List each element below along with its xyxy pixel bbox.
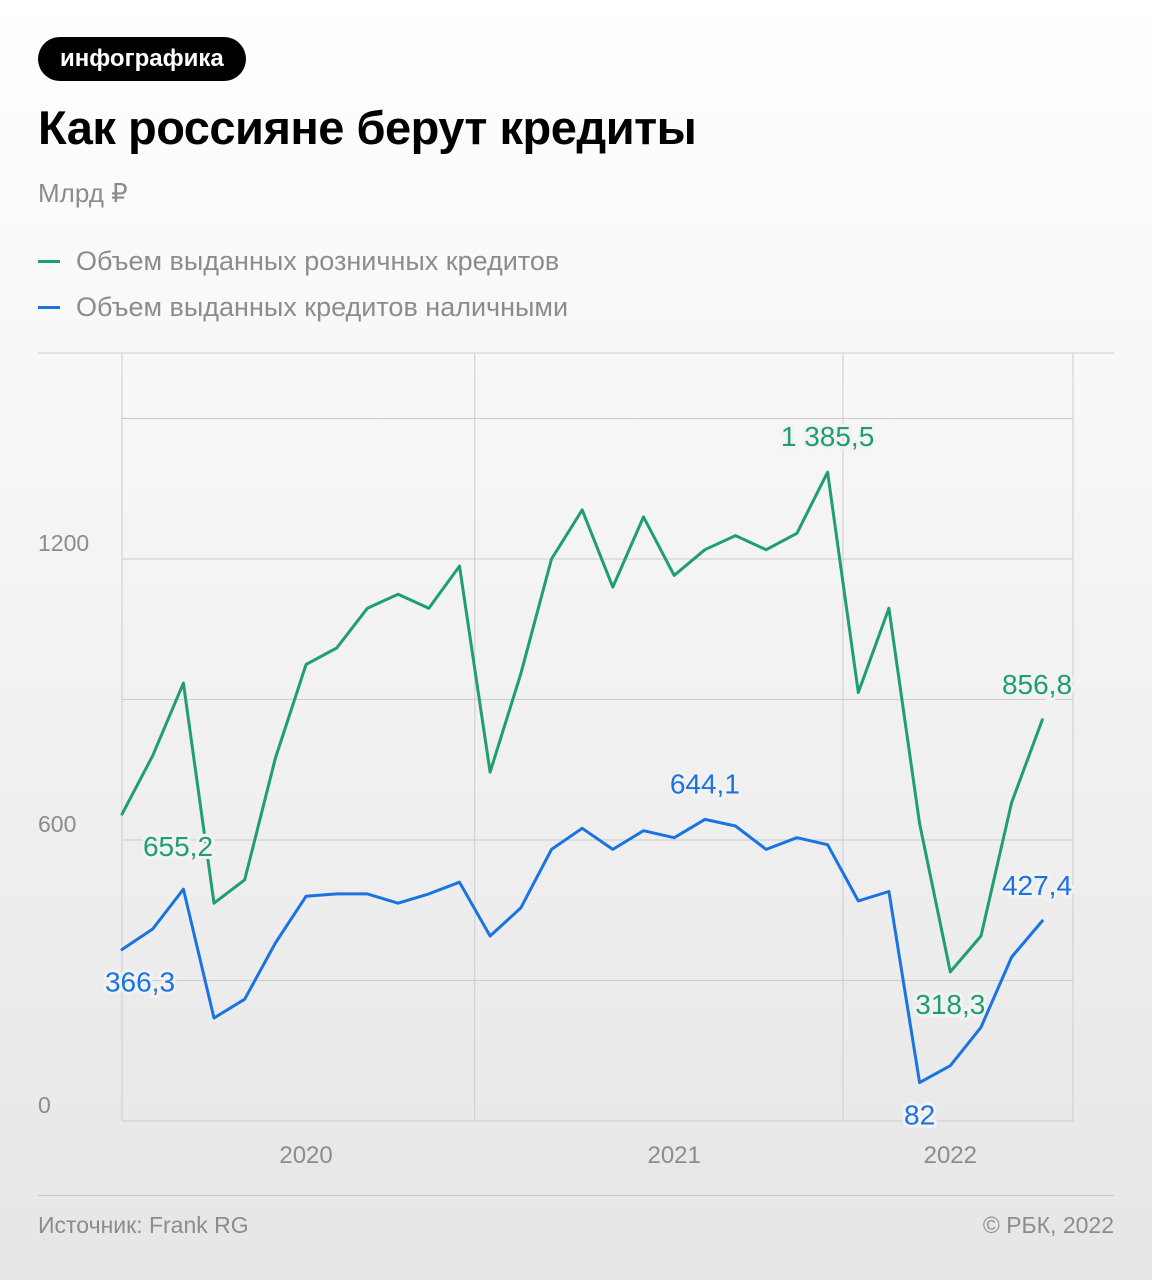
data-label-0-23: 1 385,5 [781, 421, 874, 452]
data-label-0-0: 655,2 [143, 831, 213, 862]
data-label-0-30: 856,8 [1002, 669, 1072, 700]
unit-label: Млрд ₽ [38, 178, 128, 208]
x-year-label-2020: 2020 [279, 1142, 332, 1169]
legend-label-retail: Объем выданных розничных кредитов [76, 245, 560, 276]
legend-swatch-cash [38, 305, 60, 309]
footer-divider [38, 1195, 1114, 1196]
legend-item-cash: Объем выданных кредитов наличными [38, 287, 568, 327]
legend-swatch-retail [38, 259, 60, 263]
y-tick-label: 0 [38, 1092, 51, 1118]
data-label-1-30: 427,4 [1002, 870, 1072, 901]
data-label-1-19: 644,1 [670, 768, 740, 799]
data-label-1-0: 366,3 [105, 966, 175, 997]
legend-label-cash: Объем выданных кредитов наличными [76, 291, 569, 322]
legend: Объем выданных розничных кредитов Объем … [38, 241, 568, 333]
data-label-1-26: 82 [904, 1100, 935, 1131]
x-year-label-2022: 2022 [924, 1142, 977, 1169]
source-note: Источник: Frank RG [38, 1212, 249, 1238]
category-badge: инфографика [38, 37, 246, 81]
chart-title: Как россияне берут кредиты [38, 101, 697, 154]
data-label-0-27: 318,3 [915, 989, 985, 1020]
y-tick-label: 1200 [38, 530, 89, 556]
series-line-1 [120, 817, 1044, 1085]
line-chart: 0 600 1200 2020 2021 2022 655,2 1 385,5 318,3 856… [38, 352, 1114, 1169]
y-tick-label: 600 [38, 811, 76, 837]
legend-item-retail: Объем выданных розничных кредитов [38, 241, 568, 281]
copyright-note: © РБК, 2022 [982, 1212, 1114, 1238]
x-year-label-2021: 2021 [647, 1142, 700, 1169]
series-line-0 [120, 470, 1044, 974]
